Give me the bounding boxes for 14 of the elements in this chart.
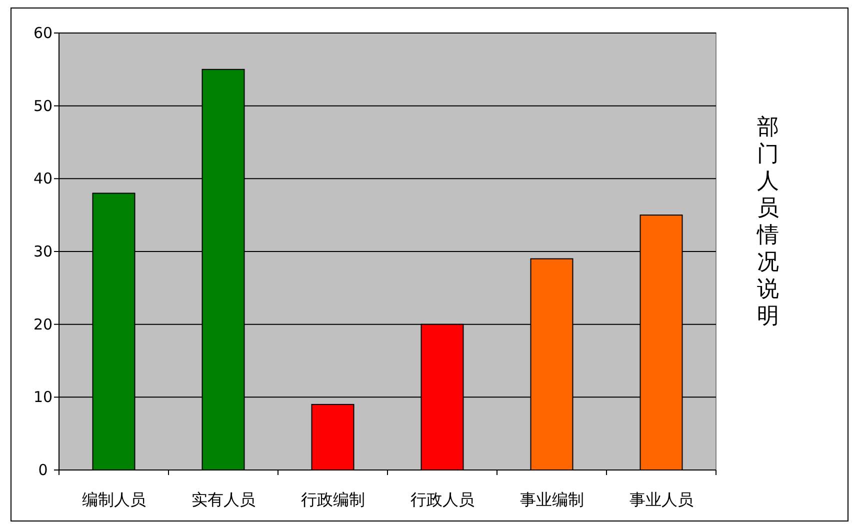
y-tick-label: 40 xyxy=(33,170,53,188)
x-tick-label: 行政编制 xyxy=(300,490,365,509)
x-tick-label: 实有人员 xyxy=(191,490,256,509)
x-tick-label: 事业人员 xyxy=(629,490,694,509)
y-tick-label: 10 xyxy=(33,388,53,406)
y-tick-label: 0 xyxy=(38,461,48,479)
text: 部门人员情况说明 xyxy=(756,115,779,329)
x-tick-label: 事业编制 xyxy=(520,490,584,509)
x-tick-label: 编制人员 xyxy=(82,490,146,509)
y-tick-label: 50 xyxy=(33,96,53,115)
y-tick-label: 60 xyxy=(33,24,53,42)
x-tick-label: 行政人员 xyxy=(410,490,474,509)
y-tick-label: 20 xyxy=(33,315,53,334)
y-tick-label: 30 xyxy=(33,242,53,260)
